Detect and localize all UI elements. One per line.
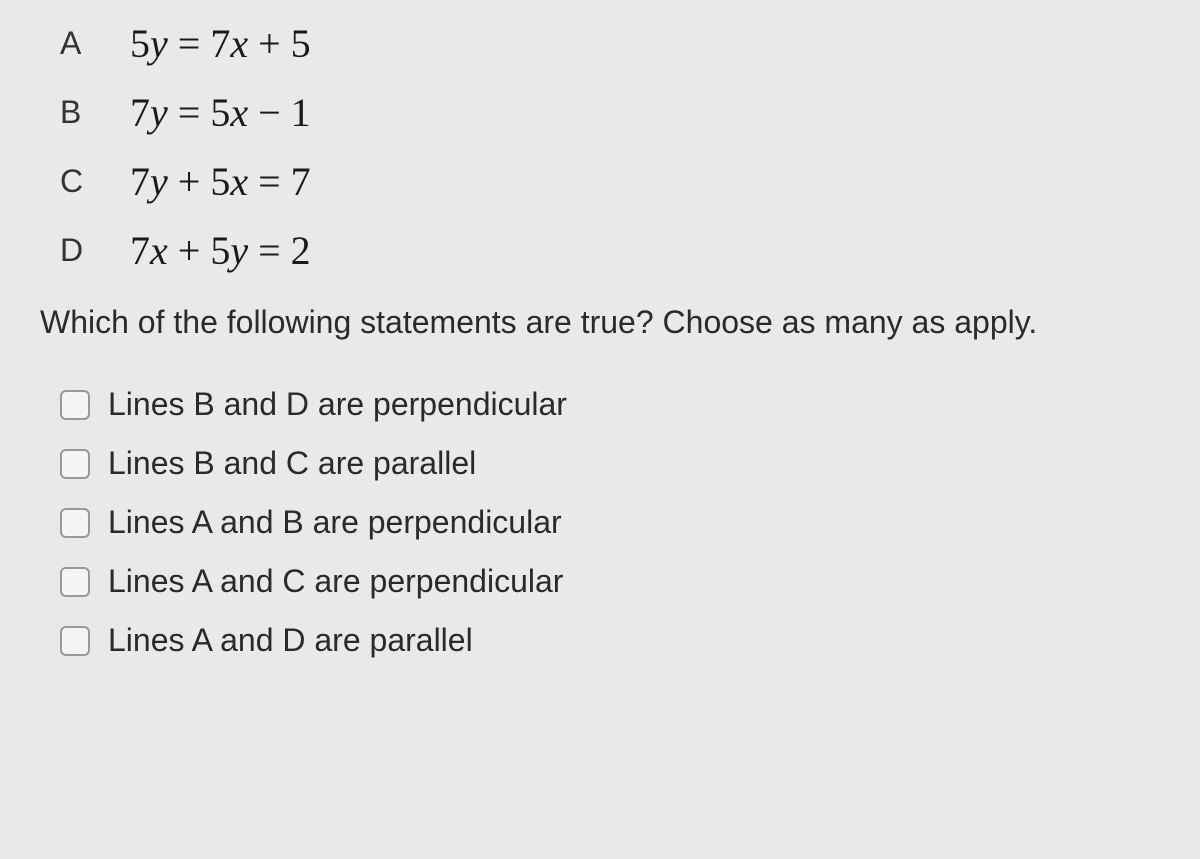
choice-text: Lines A and B are perpendicular <box>108 504 562 541</box>
const: 5 <box>291 21 311 66</box>
op: + <box>178 228 201 273</box>
equation-expression: 7y = 5x − 1 <box>130 89 311 136</box>
checkbox-icon[interactable] <box>60 508 90 538</box>
op: = <box>178 21 201 66</box>
checkbox-icon[interactable] <box>60 390 90 420</box>
equation-expression: 7x + 5y = 2 <box>130 227 311 274</box>
op: − <box>258 90 281 135</box>
equation-expression: 7y + 5x = 7 <box>130 158 311 205</box>
choice-row[interactable]: Lines A and D are parallel <box>60 622 1170 659</box>
coef: 5 <box>210 159 230 204</box>
choice-row[interactable]: Lines A and C are perpendicular <box>60 563 1170 600</box>
coef: 7 <box>210 21 230 66</box>
op: + <box>178 159 201 204</box>
op: = <box>258 228 281 273</box>
const: 1 <box>291 90 311 135</box>
choices-list: Lines B and D are perpendicular Lines B … <box>60 386 1170 659</box>
var: x <box>150 228 168 273</box>
var: y <box>230 228 248 273</box>
op: + <box>258 21 281 66</box>
coef: 5 <box>130 21 150 66</box>
equation-label: D <box>60 232 110 269</box>
choice-row[interactable]: Lines B and D are perpendicular <box>60 386 1170 423</box>
equation-row-a: A 5y = 7x + 5 <box>30 20 1170 67</box>
choice-text: Lines A and D are parallel <box>108 622 473 659</box>
choice-text: Lines B and D are perpendicular <box>108 386 567 423</box>
choice-text: Lines B and C are parallel <box>108 445 476 482</box>
coef: 7 <box>130 159 150 204</box>
equation-label: A <box>60 25 110 62</box>
coef: 5 <box>210 228 230 273</box>
choice-text: Lines A and C are perpendicular <box>108 563 563 600</box>
op: = <box>178 90 201 135</box>
checkbox-icon[interactable] <box>60 567 90 597</box>
checkbox-icon[interactable] <box>60 626 90 656</box>
question-text: Which of the following statements are tr… <box>40 304 1170 341</box>
const: 7 <box>291 159 311 204</box>
choice-row[interactable]: Lines A and B are perpendicular <box>60 504 1170 541</box>
equation-row-c: C 7y + 5x = 7 <box>30 158 1170 205</box>
op: = <box>258 159 281 204</box>
var: y <box>150 90 168 135</box>
const: 2 <box>291 228 311 273</box>
var: y <box>150 159 168 204</box>
var: x <box>230 159 248 204</box>
equation-label: B <box>60 94 110 131</box>
equation-list: A 5y = 7x + 5 B 7y = 5x − 1 C 7y + 5x = … <box>30 20 1170 274</box>
checkbox-icon[interactable] <box>60 449 90 479</box>
var: y <box>150 21 168 66</box>
equation-row-d: D 7x + 5y = 2 <box>30 227 1170 274</box>
choice-row[interactable]: Lines B and C are parallel <box>60 445 1170 482</box>
coef: 7 <box>130 90 150 135</box>
coef: 7 <box>130 228 150 273</box>
coef: 5 <box>210 90 230 135</box>
equation-expression: 5y = 7x + 5 <box>130 20 311 67</box>
equation-row-b: B 7y = 5x − 1 <box>30 89 1170 136</box>
var: x <box>230 21 248 66</box>
equation-label: C <box>60 163 110 200</box>
var: x <box>230 90 248 135</box>
